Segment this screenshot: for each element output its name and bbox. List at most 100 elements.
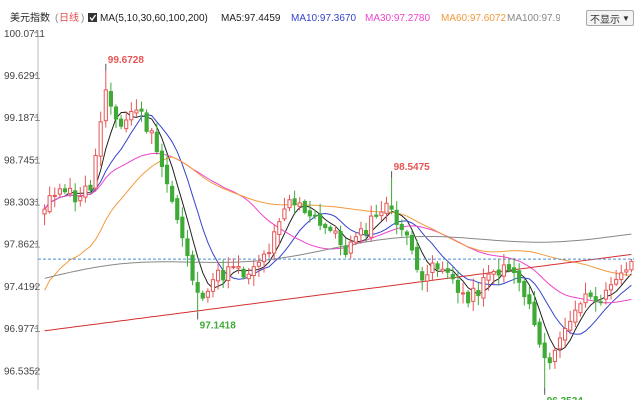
y-tick-label: 99.6291 [4,71,41,82]
candle-body-down [374,214,379,217]
candle-body-down [119,118,124,127]
candle-body-down [542,342,547,359]
candle [190,250,195,286]
candle [511,257,517,284]
candle [369,205,374,242]
candle-body-down [323,224,328,229]
candle [83,175,88,203]
candle-body-up [124,119,129,130]
candle-body-down [588,292,593,297]
candle [124,111,129,133]
candle-body-up [425,274,430,282]
candle-body-up [608,284,614,291]
ma200-line [44,253,632,332]
candle-body-up [42,208,47,215]
candle [496,259,501,286]
candle [251,260,256,286]
candle-body-down [476,289,481,297]
candle-body-down [409,234,415,251]
candle-body-up [103,89,108,122]
y-tick-label: 100.0711 [4,29,45,40]
candle [460,282,466,304]
candle-body-down [200,292,205,299]
caret-down-icon: ▼ [622,13,630,23]
candle [425,264,430,292]
y-tick-label: 96.5352 [4,366,41,377]
legend-bracket-open: ( [55,13,59,24]
ma30-line [44,152,632,304]
toggle-display-button[interactable]: 不显示 ▼ [586,10,634,26]
candle-body-up [231,266,236,269]
candle-body-down [598,301,603,304]
candle-body-up [578,303,583,314]
candle [374,204,379,219]
candle [108,82,113,115]
candle-body-up [210,279,216,292]
candle-body-up [333,230,338,234]
candle-body-down [450,273,455,280]
moving-average-lines [38,111,634,352]
candle [532,290,537,327]
candle-body-down [522,281,527,298]
price-annotations: 99.6728 97.1418 98.5475 96.3534 [105,55,584,400]
candle-body-down [363,230,369,235]
candle-body-up [430,262,435,273]
candle [593,286,598,312]
candle [491,269,496,284]
y-tick-label: 99.1871 [4,113,41,124]
legend-period: 日线 [59,11,79,24]
checkbox-icon[interactable] [88,13,97,22]
candle [129,102,134,126]
candle [384,196,389,222]
candle-body-down [466,291,471,304]
legend-ma60: MA60:97.6072 [441,13,506,24]
candle-body-up [614,278,619,285]
annotation-high: 98.5475 [394,162,431,173]
candle [409,230,415,255]
toggle-display-label: 不显示 [590,14,621,26]
candle-body-down [506,264,512,271]
candle [144,109,149,134]
candle [78,187,83,207]
candle-body-up [440,268,445,272]
candle [154,123,159,155]
candle [430,255,435,282]
candle-body-up [78,196,83,202]
candle [415,239,420,273]
candle [241,266,246,280]
candle-body-down [394,209,399,225]
candle [210,272,216,298]
candle [445,260,450,280]
candle [170,180,175,204]
candle-body-down [455,279,461,293]
candle-body-down [180,216,185,239]
candle-body-up [205,290,210,298]
candle [481,268,486,307]
candle-body-up [282,208,287,220]
candle-body-down [338,230,343,246]
candle-body-down [164,164,170,185]
candle-body-up [287,199,292,209]
candle [527,285,532,310]
candle-body-up [98,121,103,157]
y-tick-label: 98.7451 [4,155,41,166]
candle-body-up [568,320,573,331]
annotation-low: 96.3534 [547,396,584,400]
candle-body-up [236,265,241,269]
candle-body-up [384,202,389,214]
candle-body-up [353,236,358,243]
candle [552,347,557,369]
candle [506,258,512,273]
candle [318,203,323,231]
candle-body-up [83,185,88,198]
candle-body-down [292,198,297,206]
candle [52,187,57,208]
candle-body-down [144,112,149,132]
candle-body-up [251,266,256,277]
candle [47,186,52,214]
candle [88,180,93,194]
candle-body-down [318,214,323,226]
candle-body-up [573,309,578,323]
candle-body-up [552,349,557,362]
